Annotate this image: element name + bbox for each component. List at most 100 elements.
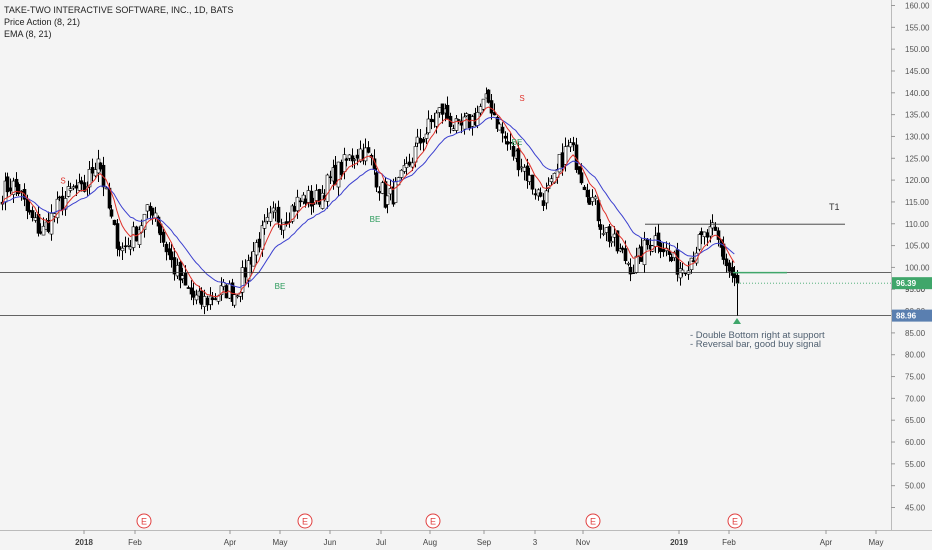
earnings-marker	[136, 513, 152, 529]
support-level-badge	[892, 309, 932, 322]
candle-up	[281, 222, 286, 231]
price-tick-label: 135.00	[905, 111, 930, 120]
candle-down	[25, 198, 30, 212]
earnings-label: E	[302, 517, 308, 527]
candle-down	[172, 257, 177, 275]
candle-down	[505, 141, 510, 145]
candle-down	[257, 238, 262, 248]
candle-up	[126, 244, 131, 247]
earnings-label: E	[732, 517, 738, 527]
candle-up	[363, 147, 368, 162]
candle-up	[464, 113, 469, 117]
candle-down	[199, 290, 204, 305]
plot-area	[0, 0, 891, 530]
price-tick-label: 155.00	[905, 23, 930, 32]
candle-up	[153, 212, 158, 219]
candle-down	[656, 232, 661, 246]
candle-down	[161, 231, 166, 243]
signal-sell-label: S	[60, 177, 65, 186]
candle-up	[246, 260, 251, 281]
candle-down	[5, 176, 10, 193]
candle-up	[66, 186, 71, 197]
candle-up	[93, 169, 98, 177]
candle-down	[38, 231, 43, 234]
time-tick-label: May	[868, 538, 883, 547]
candle-down	[150, 207, 155, 216]
candle-down	[74, 185, 79, 189]
price-tick-label: 75.00	[905, 373, 926, 382]
ema-fast-line	[1, 106, 735, 298]
candle-down	[339, 161, 344, 175]
time-tick-label: Nov	[576, 538, 590, 547]
candle-up	[347, 154, 352, 159]
candle-up	[128, 246, 133, 250]
candle-up	[593, 196, 598, 200]
time-tick-label: Feb	[128, 538, 142, 547]
indicator-price-action[interactable]: Price Action (8, 21)	[4, 17, 81, 27]
candle-up	[11, 180, 16, 195]
candle-down	[585, 189, 590, 198]
time-tick-label: Aug	[423, 538, 437, 547]
time-tick-label: Feb	[722, 538, 736, 547]
price-tick-label: 50.00	[905, 482, 926, 491]
candle-up	[68, 188, 73, 191]
candle-up	[437, 107, 442, 113]
candle-down	[533, 193, 538, 196]
price-tick-label: 60.00	[905, 438, 926, 447]
candle-up	[33, 217, 38, 221]
candle-up	[235, 295, 240, 298]
candle-up	[352, 159, 357, 161]
candle-up	[702, 231, 707, 238]
candle-up	[380, 182, 385, 194]
candle-up	[601, 233, 606, 235]
price-tick-label: 105.00	[905, 242, 930, 251]
candle-down	[735, 274, 740, 284]
candle-down	[675, 249, 680, 275]
candle-up	[49, 213, 54, 235]
candle-down	[377, 191, 382, 194]
candle-up	[145, 204, 150, 212]
candle-up	[710, 222, 715, 229]
indicator-ema[interactable]: EMA (8, 21)	[4, 29, 52, 39]
candle-up	[194, 294, 199, 301]
candle-up	[653, 235, 658, 247]
candle-down	[210, 297, 215, 301]
candle-up	[336, 161, 341, 188]
candle-up	[175, 265, 180, 277]
candle-down	[530, 174, 535, 190]
candle-down	[205, 297, 210, 306]
candle-down	[298, 200, 303, 203]
candle-up	[41, 225, 46, 236]
candle-down	[623, 248, 628, 262]
candle-up	[137, 229, 142, 245]
candle-down	[500, 126, 505, 134]
t1-label: T1	[829, 202, 840, 212]
candle-up	[626, 262, 631, 265]
price-tick-label: 130.00	[905, 132, 930, 141]
candle-down	[489, 100, 494, 114]
candle-down	[716, 230, 721, 240]
candle-down	[445, 104, 450, 119]
candle-up	[306, 190, 311, 203]
candle-up	[71, 186, 76, 189]
candle-up	[251, 251, 256, 267]
candle-down	[284, 221, 289, 224]
price-tick-label: 70.00	[905, 394, 926, 403]
candle-down	[117, 246, 122, 251]
candle-down	[79, 180, 84, 185]
earnings-marker	[585, 513, 601, 529]
buy-arrow-icon	[733, 318, 741, 324]
candle-up	[434, 112, 439, 127]
candle-down	[582, 186, 587, 190]
ema-slow-line	[1, 116, 735, 289]
candle-up	[358, 148, 363, 162]
candle-down	[90, 167, 95, 174]
candle-down	[164, 243, 169, 253]
candle-up	[549, 178, 554, 183]
candle-up	[424, 133, 429, 139]
candle-up	[462, 116, 467, 130]
candle-up	[609, 241, 614, 244]
candle-down	[669, 256, 674, 262]
candle-down	[429, 118, 434, 123]
